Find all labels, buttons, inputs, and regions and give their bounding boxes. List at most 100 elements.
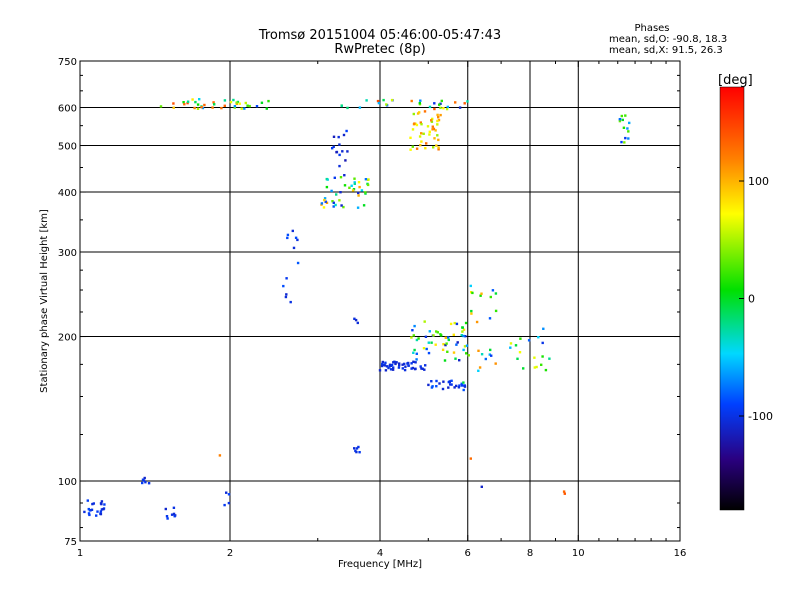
data-point	[366, 178, 370, 181]
data-point	[422, 347, 426, 350]
data-point	[618, 119, 622, 123]
data-point	[223, 104, 226, 107]
data-point	[88, 513, 91, 517]
data-point	[418, 102, 421, 105]
data-point	[86, 499, 89, 502]
data-point	[344, 159, 347, 162]
data-point	[102, 508, 105, 511]
data-point	[364, 191, 367, 194]
data-point	[428, 105, 432, 109]
data-point	[183, 103, 186, 106]
data-point	[255, 105, 259, 108]
data-point	[172, 106, 175, 109]
data-point	[218, 454, 222, 457]
data-point	[432, 334, 435, 337]
data-point	[448, 380, 451, 383]
data-point	[159, 105, 163, 108]
data-point	[394, 362, 397, 366]
data-point	[437, 118, 441, 122]
data-point	[471, 291, 474, 295]
data-point	[376, 99, 380, 103]
data-point	[415, 352, 418, 355]
data-point	[89, 509, 92, 512]
data-point	[447, 338, 450, 342]
data-point	[196, 103, 200, 106]
data-point	[541, 355, 544, 358]
data-point	[516, 357, 519, 360]
data-point	[382, 98, 385, 102]
data-point	[624, 136, 627, 140]
data-point	[624, 114, 627, 117]
data-point	[422, 132, 425, 135]
data-point	[351, 189, 355, 192]
data-point	[541, 341, 544, 345]
stats-line-x: mean, sd,X: 91.5, 26.3	[609, 45, 723, 56]
data-point	[387, 366, 390, 370]
data-point	[244, 101, 247, 105]
data-point	[410, 336, 413, 339]
data-point	[441, 348, 445, 351]
data-point	[428, 330, 431, 333]
data-point	[415, 123, 419, 127]
data-point	[409, 148, 412, 151]
data-point	[626, 127, 629, 130]
data-point	[353, 182, 356, 185]
data-point	[342, 205, 345, 209]
x-tick-label: 1	[77, 548, 83, 559]
data-point	[172, 102, 175, 105]
data-point	[172, 512, 176, 516]
data-point	[285, 277, 288, 280]
data-point	[465, 352, 468, 355]
data-point	[490, 354, 493, 357]
data-point	[198, 98, 201, 101]
data-point	[419, 365, 422, 368]
data-point	[212, 101, 215, 104]
data-point	[410, 367, 413, 370]
data-point	[225, 491, 228, 494]
data-point	[470, 312, 473, 315]
data-point	[332, 205, 335, 208]
data-point	[357, 181, 361, 184]
data-point	[358, 185, 361, 189]
data-point	[193, 106, 196, 110]
data-point	[509, 346, 512, 349]
data-point	[494, 292, 498, 295]
data-point	[456, 341, 459, 344]
data-point	[444, 343, 447, 347]
data-point	[296, 261, 300, 265]
data-point	[413, 324, 416, 328]
data-point	[436, 119, 439, 123]
data-point	[229, 100, 233, 104]
data-point	[469, 284, 472, 288]
data-point	[465, 344, 469, 347]
data-point	[433, 137, 436, 140]
data-point	[243, 107, 246, 110]
data-point	[170, 513, 174, 516]
data-point	[454, 357, 457, 360]
data-point	[419, 121, 422, 124]
data-point	[213, 103, 216, 106]
data-point	[357, 194, 360, 197]
data-point	[331, 200, 334, 203]
data-point	[365, 99, 368, 102]
data-point	[414, 361, 417, 364]
data-point	[431, 125, 434, 128]
data-point	[404, 365, 407, 368]
data-point	[432, 127, 436, 131]
data-point	[410, 362, 413, 365]
y-tick-label: 75	[64, 537, 77, 548]
data-point	[430, 380, 433, 383]
data-point	[411, 366, 415, 370]
data-point	[518, 351, 522, 354]
data-point	[627, 137, 630, 140]
data-point	[430, 341, 433, 344]
data-point	[460, 382, 463, 385]
data-point	[393, 360, 396, 363]
data-point	[418, 135, 422, 138]
data-point	[540, 363, 543, 366]
data-point	[430, 119, 433, 122]
data-point	[462, 328, 466, 331]
data-point	[343, 174, 346, 177]
data-point	[412, 112, 415, 116]
data-point	[227, 493, 231, 496]
